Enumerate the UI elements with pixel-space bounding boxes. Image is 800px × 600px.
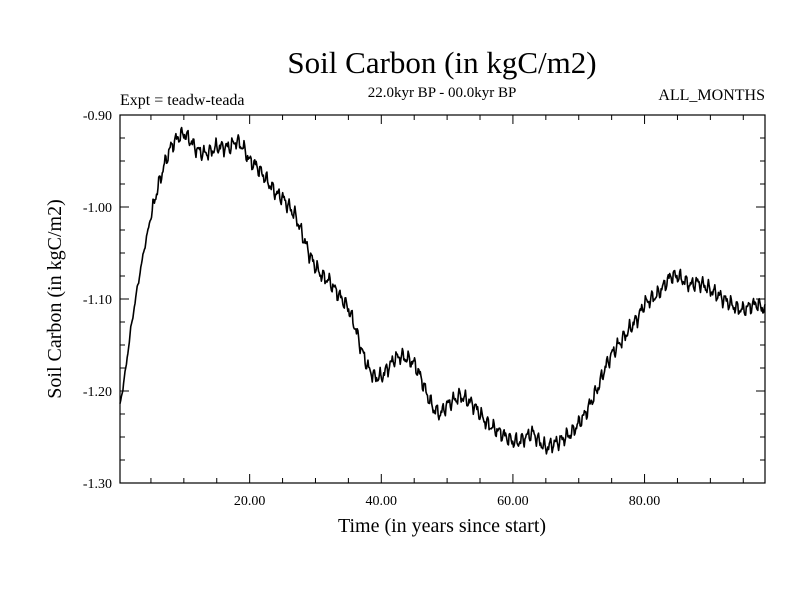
y-tick-labels: -1.30 -1.20 -1.10 -1.00 -0.90 bbox=[83, 109, 112, 492]
axis-ticks bbox=[120, 114, 765, 484]
experiment-label: Expt = teadw-teada bbox=[120, 92, 245, 109]
y-tick-label: -1.10 bbox=[83, 293, 112, 308]
x-tick-label: 80.00 bbox=[629, 494, 661, 509]
x-axis-label: Time (in years since start) bbox=[338, 515, 546, 537]
y-tick-label: -1.30 bbox=[83, 477, 112, 492]
x-tick-label: 20.00 bbox=[234, 494, 266, 509]
y-tick-label: -1.00 bbox=[83, 201, 112, 216]
chart-subtitle: 22.0kyr BP - 00.0kyr BP bbox=[368, 85, 517, 101]
plot-frame bbox=[119, 114, 766, 484]
x-tick-label: 40.00 bbox=[366, 494, 398, 509]
y-tick-label: -0.90 bbox=[83, 109, 112, 124]
y-tick-label: -1.20 bbox=[83, 385, 112, 400]
months-label: ALL_MONTHS bbox=[658, 87, 765, 104]
x-tick-label: 60.00 bbox=[497, 494, 529, 509]
x-tick-labels: 20.00 40.00 60.00 80.00 bbox=[234, 494, 660, 509]
series-line-soil-carbon bbox=[119, 126, 766, 455]
y-axis-label: Soil Carbon (in kgC/m2) bbox=[44, 199, 66, 398]
chart-title: Soil Carbon (in kgC/m2) bbox=[287, 45, 596, 80]
